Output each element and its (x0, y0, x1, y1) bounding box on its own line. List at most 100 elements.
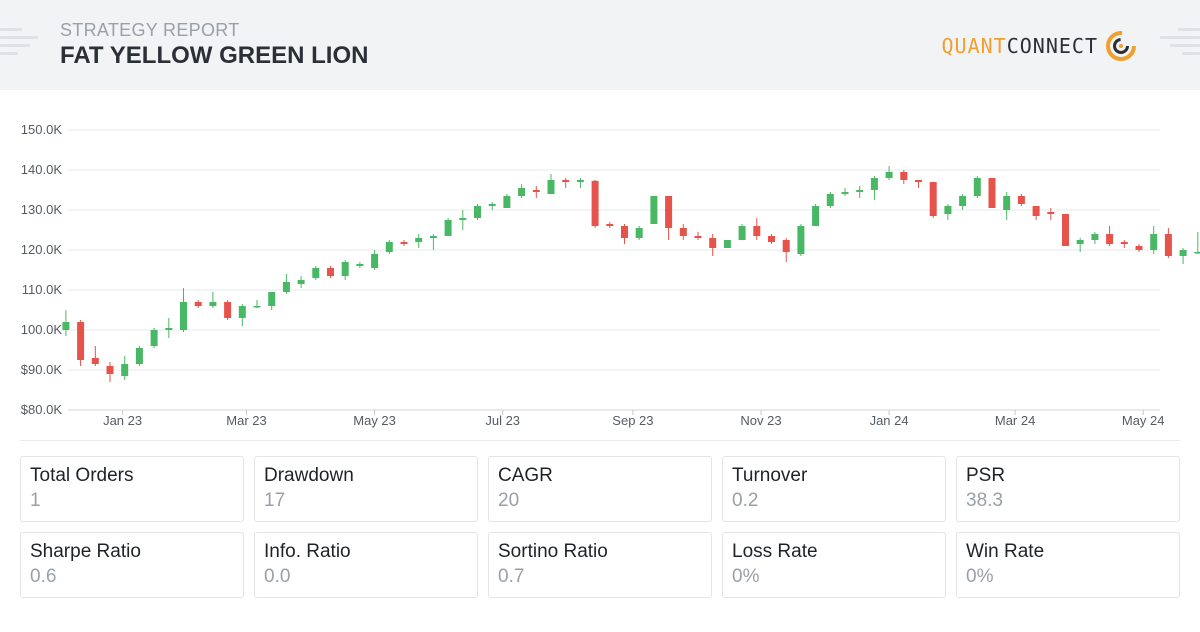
candle (679, 224, 687, 240)
candle (327, 266, 334, 278)
candle (915, 180, 922, 188)
stat-value: 1 (30, 490, 41, 511)
candle (194, 300, 202, 308)
candle-body (429, 236, 437, 238)
candle-body (797, 226, 805, 254)
stat-value: 0.2 (732, 490, 759, 511)
candle (576, 178, 584, 188)
stats-grid: Total Orders 1 Drawdown 17 CAGR 20 Turnover… (20, 456, 1180, 598)
stat-label: Total Orders (30, 465, 134, 486)
candle-body (415, 238, 423, 242)
chart-gridlines (68, 129, 1160, 411)
candle (709, 234, 717, 256)
candle-body (768, 236, 775, 242)
candle-body (1106, 234, 1114, 244)
logo-text-connect: CONNECT (1006, 34, 1098, 58)
x-tick-label: Jan 24 (870, 413, 909, 428)
y-tick-label: 150.0K (21, 122, 63, 137)
stat-label: Win Rate (966, 541, 1045, 562)
x-tick-label: May 23 (353, 413, 396, 428)
candle-body (371, 254, 379, 268)
candle-body (562, 180, 570, 182)
candle (694, 232, 702, 240)
candle-body (341, 262, 349, 276)
stat-label: Turnover (732, 465, 808, 486)
candle-body (253, 306, 261, 308)
candle-body (959, 196, 967, 206)
candle-body (1150, 234, 1158, 250)
candle (503, 194, 511, 208)
candle (341, 260, 349, 280)
candle (474, 204, 481, 220)
candle (988, 178, 996, 208)
candle-body (106, 366, 114, 374)
quantconnect-logo[interactable]: QUANT CONNECT (941, 26, 1138, 66)
stat-label: Drawdown (264, 465, 354, 486)
stat-card-psr: PSR 38.3 (956, 456, 1180, 522)
candle (635, 226, 643, 240)
y-axis: $80.0K $90.0K 100.0K 110.0K 120.0K 130.0K 140.… (21, 122, 63, 417)
candle (62, 310, 70, 336)
candle (106, 362, 114, 382)
candle (1076, 238, 1084, 252)
y-tick-label: 130.0K (21, 202, 63, 217)
candle (371, 250, 379, 270)
candle-body (900, 172, 908, 180)
candle-body (709, 238, 717, 248)
candle-body (812, 206, 820, 226)
candle-body (1003, 196, 1011, 210)
stat-value: 20 (498, 490, 520, 511)
candle (738, 224, 746, 240)
candle-body (1076, 240, 1084, 244)
x-tick-label: Mar 23 (226, 413, 266, 428)
candle (723, 240, 731, 248)
candle (753, 218, 761, 240)
x-tick-label: May 24 (1122, 413, 1165, 428)
candle (150, 328, 158, 348)
x-axis: Jan 23 Mar 23 May 23 Jul 23 Sep 23 Nov 23 Jan … (68, 409, 1165, 428)
candle (415, 234, 423, 248)
candle (77, 320, 85, 366)
candle-body (885, 172, 893, 178)
section-divider (20, 440, 1180, 441)
candle-body (973, 178, 981, 196)
candle (621, 224, 628, 244)
candle-body (385, 242, 393, 252)
candle-body (356, 264, 364, 266)
candle-body (1032, 206, 1040, 216)
candle (782, 238, 790, 262)
candle (253, 300, 261, 308)
candle-body (268, 292, 276, 306)
candle-body (929, 182, 937, 216)
stat-card-drawdown: Drawdown 17 (254, 456, 478, 522)
y-tick-label: $90.0K (21, 362, 63, 377)
candle (1017, 194, 1025, 206)
candle-body (297, 280, 305, 284)
candle (224, 300, 232, 320)
candle (180, 288, 187, 332)
stat-label: Loss Rate (732, 541, 818, 562)
candle-body (312, 268, 320, 278)
candle (282, 274, 290, 294)
candle (900, 170, 908, 184)
y-tick-label: 110.0K (22, 282, 63, 297)
candle-body (606, 224, 614, 226)
stat-value: 0% (966, 566, 994, 587)
candle (1120, 240, 1128, 248)
candle (1047, 208, 1055, 220)
stat-card-sortino-ratio: Sortino Ratio 0.7 (488, 532, 712, 598)
candle (959, 194, 967, 210)
stat-label: CAGR (498, 465, 553, 486)
stat-card-total-orders: Total Orders 1 (20, 456, 244, 522)
candle (91, 346, 99, 366)
candle-body (532, 190, 540, 192)
candle-body (738, 226, 746, 240)
candle-body (915, 180, 922, 182)
candle-body (1179, 250, 1187, 256)
stat-card-loss-rate: Loss Rate 0% (722, 532, 946, 598)
candle (532, 186, 540, 198)
candle-body (165, 328, 173, 330)
candle (665, 196, 673, 240)
candle (1062, 214, 1069, 246)
stat-value: 38.3 (966, 490, 1003, 511)
